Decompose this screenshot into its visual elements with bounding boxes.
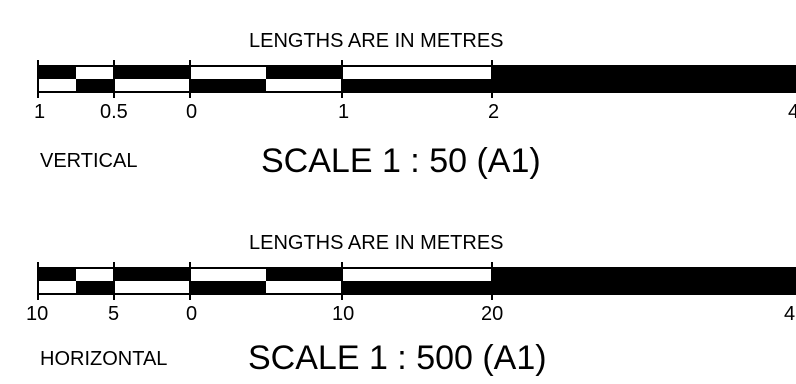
- vertical-bar-segment: [38, 66, 76, 79]
- horizontal-units-caption: LENGTHS ARE IN METRES: [249, 232, 504, 254]
- vertical-orientation-label: VERTICAL: [40, 150, 138, 172]
- vertical-tick-label: 0: [186, 101, 198, 123]
- horizontal-tick-label: 10: [26, 303, 49, 325]
- horizontal-tick-label: 20: [481, 303, 504, 325]
- horizontal-bar-segment: [492, 268, 796, 281]
- vertical-bar-segment: [190, 79, 266, 92]
- horizontal-bar-segment: [76, 281, 114, 294]
- horizontal-tick-label: 0: [186, 303, 198, 325]
- horizontal-bar-segment: [492, 281, 796, 294]
- horizontal-bar-segment: [114, 268, 190, 281]
- horizontal-orientation-label: HORIZONTAL: [40, 348, 168, 370]
- horizontal-bar-segment: [190, 281, 266, 294]
- vertical-bar-segment: [342, 79, 492, 92]
- vertical-bar-segment: [76, 79, 114, 92]
- horizontal-tick-label: 5: [108, 303, 120, 325]
- horizontal-bar-segment: [342, 281, 492, 294]
- vertical-scale-bar: [37, 60, 796, 98]
- horizontal-tick-label: 10: [332, 303, 355, 325]
- horizontal-scale-label: SCALE 1 : 500 (A1): [248, 339, 547, 377]
- vertical-bar-segment: [492, 66, 796, 79]
- vertical-scale-label: SCALE 1 : 50 (A1): [261, 142, 541, 180]
- vertical-bar-segment: [266, 66, 342, 79]
- horizontal-tick-label: 4: [784, 303, 796, 325]
- vertical-bar-segment: [492, 79, 796, 92]
- horizontal-bar-segment: [38, 268, 76, 281]
- vertical-tick-label: 1: [34, 101, 46, 123]
- vertical-tick-label: 4: [788, 101, 796, 123]
- vertical-bar-segment: [114, 66, 190, 79]
- vertical-tick-label: 0.5: [100, 101, 128, 123]
- horizontal-bar-segment: [266, 268, 342, 281]
- vertical-units-caption: LENGTHS ARE IN METRES: [249, 30, 504, 52]
- horizontal-scale-bar: [37, 262, 796, 300]
- vertical-tick-label: 1: [338, 101, 350, 123]
- vertical-tick-label: 2: [488, 101, 500, 123]
